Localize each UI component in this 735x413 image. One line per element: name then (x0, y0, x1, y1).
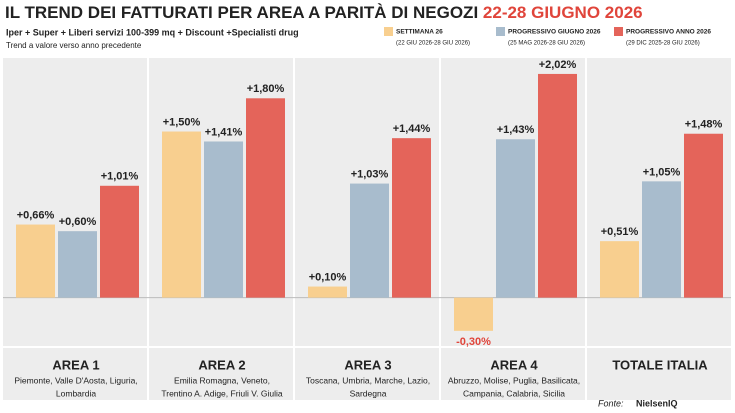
legend-period: (22 GIU 2026-28 GIU 2026) (396, 41, 470, 47)
label-panel (587, 348, 731, 400)
category-label: AREA 3 (344, 357, 391, 372)
bar (496, 139, 535, 298)
legend-label: PROGRESSIVO GIUGNO 2026 (508, 29, 601, 36)
value-label: +1,01% (101, 171, 139, 183)
label-panel (441, 348, 585, 400)
bar (16, 224, 55, 298)
bar (58, 231, 97, 298)
category-description: Emilia Romagna, Veneto, (174, 375, 270, 385)
legend-swatch (384, 27, 393, 36)
category-label: AREA 4 (490, 357, 538, 372)
legend-label: SETTIMANA 26 (396, 29, 443, 36)
value-label: +1,50% (163, 116, 201, 128)
value-label: +1,43% (497, 124, 535, 136)
value-label: +1,05% (643, 166, 681, 178)
value-label: +1,41% (205, 126, 243, 138)
category-label: AREA 1 (52, 357, 99, 372)
value-label: -0,30% (456, 336, 491, 348)
value-label: +0,66% (17, 209, 55, 221)
bar (392, 138, 431, 298)
bar (642, 181, 681, 298)
bar (100, 185, 139, 298)
legend-label: PROGRESSIVO ANNO 2026 (626, 29, 711, 36)
bar (246, 98, 285, 298)
legend-period: (25 MAG 2026-28 GIU 2026) (508, 41, 585, 47)
bar (684, 133, 723, 298)
category-description: Trentino A. Adige, Friuli V. Giulia (161, 388, 283, 398)
bar (600, 241, 639, 298)
value-label: +1,80% (247, 83, 285, 95)
title-dates: 22-28 GIUGNO 2026 (483, 3, 643, 22)
value-label: +0,51% (601, 226, 639, 238)
value-label: +2,02% (539, 59, 577, 71)
category-label: TOTALE ITALIA (612, 357, 708, 372)
note: Trend a valore verso anno precedente (6, 41, 142, 50)
value-label: +1,48% (685, 119, 723, 131)
legend-period: (29 DIC 2025-28 GIU 2026) (626, 41, 700, 47)
bar (454, 297, 493, 331)
label-panel (3, 348, 147, 400)
label-panel (149, 348, 293, 400)
bar (538, 73, 577, 298)
bar (308, 286, 347, 298)
legend-swatch (496, 27, 505, 36)
category-label: AREA 2 (198, 357, 245, 372)
value-label: +1,44% (393, 123, 431, 135)
subtitle: Iper + Super + Liberi servizi 100-399 mq… (6, 27, 299, 37)
legend-swatch (614, 27, 623, 36)
category-description: Sardegna (350, 388, 387, 398)
value-label: +0,10% (309, 271, 347, 283)
category-description: Abruzzo, Molise, Puglia, Basilicata, (448, 375, 580, 385)
label-panel (295, 348, 439, 400)
chart-title: IL TREND DEI FATTURATI PER AREA A PARITÀ… (5, 3, 643, 22)
bar (162, 131, 201, 298)
category-description: Campania, Calabria, Sicilia (463, 388, 565, 398)
category-description: Piemonte, Valle D'Aosta, Liguria, (14, 375, 137, 385)
title-main: IL TREND DEI FATTURATI PER AREA A PARITÀ… (5, 3, 478, 22)
value-label: +0,60% (59, 216, 97, 228)
category-description: Lombardia (56, 388, 96, 398)
value-label: +1,03% (351, 168, 389, 180)
source: NielsenIQ (636, 398, 678, 408)
source-label: Fonte: (598, 398, 624, 408)
category-description: Toscana, Umbria, Marche, Lazio, (306, 375, 430, 385)
bar (204, 141, 243, 298)
bar (350, 183, 389, 298)
